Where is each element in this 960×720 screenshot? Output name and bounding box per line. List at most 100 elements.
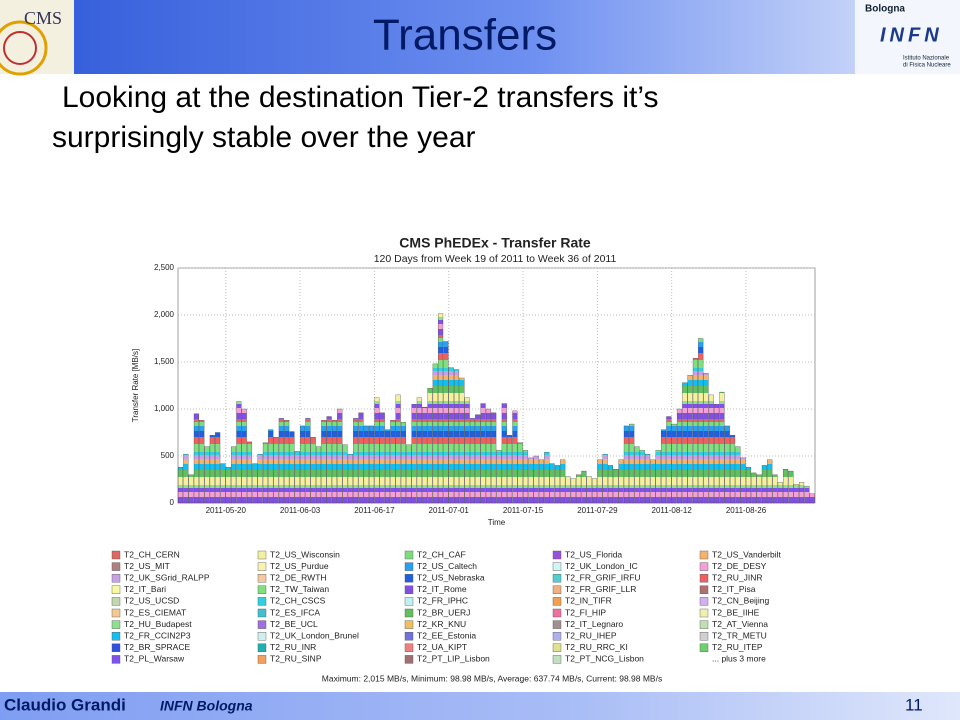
legend-label: T2_UK_London_IC: [565, 561, 638, 571]
legend-swatch: [404, 550, 414, 560]
legend-label: T2_TW_Taiwan: [270, 584, 329, 594]
legend-label: T2_UK_SGrid_RALPP: [124, 572, 210, 582]
bar: [724, 425, 730, 504]
legend-label: T2_RU_ITEP: [712, 642, 763, 652]
bar: [315, 446, 322, 504]
legend-swatch: [552, 620, 562, 629]
legend-swatch: [404, 562, 414, 571]
legend-swatch: [111, 562, 121, 571]
x-axis-label: Time: [488, 518, 506, 527]
legend-label: T2_IT_Rome: [417, 584, 467, 594]
bar: [751, 472, 757, 504]
bar: [570, 478, 576, 504]
legend-swatch: [111, 643, 121, 652]
legend-swatch: [699, 620, 709, 629]
bar: [666, 416, 672, 504]
legend-swatch: [111, 632, 121, 641]
logo-text: Bologna: [865, 4, 905, 15]
x-tick-label: 2011-06-03: [280, 506, 321, 515]
bar: [400, 422, 406, 504]
legend-swatch: [257, 643, 267, 652]
legend-label: T2_US_MIT: [124, 561, 170, 571]
bar: [422, 406, 428, 504]
bar: [597, 459, 603, 504]
bar: [294, 451, 300, 504]
chart-footnote: Maximum: 2,015 MB/s, Minimum: 98.98 MB/s…: [322, 673, 662, 683]
bar: [347, 453, 353, 504]
legend-swatch: [111, 655, 121, 664]
legend-swatch: [404, 632, 414, 641]
y-axis-label: Transfer Rate [MB/s]: [131, 349, 140, 423]
legend-swatch: [111, 597, 121, 606]
bar: [517, 442, 523, 504]
logo-text: di Fisica Nucleare: [903, 63, 951, 69]
legend-swatch: [699, 562, 709, 571]
legend-swatch: [257, 620, 267, 629]
y-tick-label: 1,000: [154, 404, 175, 413]
bar: [278, 418, 284, 504]
bar: [289, 431, 295, 504]
bar: [485, 408, 491, 504]
logo-ring: [3, 31, 37, 65]
bar: [592, 478, 598, 504]
bar: [549, 463, 555, 504]
legend-swatch: [257, 585, 267, 594]
bar: [321, 420, 327, 504]
bar: [719, 391, 725, 504]
bar: [586, 476, 592, 504]
legend-label: T2_BR_SPRACE: [124, 642, 190, 652]
bar: [416, 397, 422, 504]
legend-label: T2_PT_NCG_Lisbon: [565, 654, 644, 664]
bar: [501, 403, 507, 504]
legend-swatch: [111, 550, 121, 560]
bar: [629, 423, 635, 504]
logo-text: CMS: [24, 8, 62, 28]
y-tick-label: 0: [170, 498, 175, 507]
legend-label: T2_IT_Pisa: [712, 584, 756, 594]
bar: [363, 425, 369, 504]
bar: [634, 446, 640, 504]
legend-swatch: [111, 585, 121, 594]
bar: [443, 341, 449, 504]
legend-swatch: [552, 562, 562, 571]
chart-subtitle: 120 Days from Week 19 of 2011 to Week 36…: [374, 253, 617, 265]
title-bar: [0, 0, 960, 74]
bar: [809, 493, 815, 504]
bar: [788, 470, 794, 504]
bar: [204, 446, 210, 504]
legend-swatch: [257, 550, 267, 560]
bar: [337, 408, 343, 504]
bar: [395, 394, 401, 504]
bar: [448, 367, 454, 504]
bar: [331, 420, 337, 504]
bar: [305, 418, 311, 504]
legend-swatch: [404, 585, 414, 594]
bar: [480, 403, 486, 504]
legend-label: T2_HU_Budapest: [124, 619, 192, 629]
legend-swatch: [111, 620, 121, 629]
bar: [687, 375, 693, 504]
bar: [284, 420, 290, 504]
bar: [645, 453, 651, 504]
legend-label: T2_UK_London_Brunel: [270, 630, 359, 640]
legend-label: T2_FR_IPHC: [417, 596, 468, 606]
bar: [469, 418, 475, 504]
bar: [300, 425, 306, 504]
footer-author: Claudio Grandi: [4, 695, 126, 714]
bar: [438, 313, 444, 504]
legend-label: T2_FR_GRIF_LLR: [565, 584, 636, 594]
legend-label: T2_US_Vanderbilt: [712, 549, 781, 559]
bar: [756, 474, 762, 504]
legend-label: T2_AT_Vienna: [712, 619, 768, 629]
bar: [193, 413, 199, 504]
bar: [220, 463, 226, 504]
legend-label: T2_US_UCSD: [124, 596, 179, 606]
bar: [544, 452, 550, 504]
footer-bar: [0, 692, 960, 720]
logo-ring: [0, 20, 48, 76]
legend-swatch: [552, 643, 562, 652]
legend-label: T2_RU_JINR: [712, 572, 763, 582]
bar: [655, 450, 661, 504]
x-tick-label: 2011-07-15: [503, 506, 544, 515]
bar: [528, 457, 534, 504]
